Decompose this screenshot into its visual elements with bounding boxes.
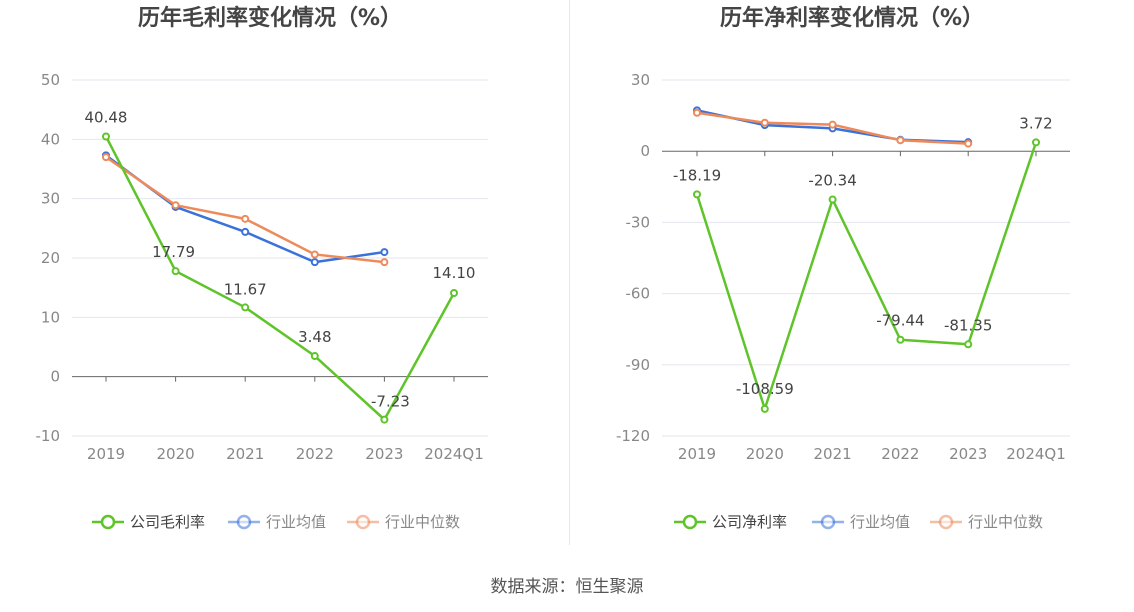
source-note: 数据来源：恒生聚源 bbox=[490, 577, 644, 597]
legend-label: 行业中位数 bbox=[385, 513, 460, 531]
x-tick-label: 2019 bbox=[678, 445, 716, 463]
legend-swatch-marker bbox=[100, 514, 116, 530]
data-label: 14.10 bbox=[433, 264, 476, 282]
x-tick-label: 2024Q1 bbox=[424, 445, 484, 463]
y-tick-label: -30 bbox=[626, 213, 651, 231]
series-line bbox=[105, 156, 385, 264]
legend-swatch-marker bbox=[355, 514, 371, 530]
data-point bbox=[964, 340, 973, 349]
x-tick-label: 2020 bbox=[746, 445, 784, 463]
data-point bbox=[380, 248, 389, 257]
legend-label: 行业中位数 bbox=[968, 513, 1043, 531]
y-tick-label: 0 bbox=[640, 142, 650, 160]
data-point bbox=[171, 267, 180, 276]
x-tick-label: 2022 bbox=[296, 445, 334, 463]
series-line bbox=[105, 154, 385, 264]
y-tick-label: -90 bbox=[626, 356, 651, 374]
legend-label: 公司净利率 bbox=[712, 513, 787, 531]
y-tick-label: 40 bbox=[41, 130, 60, 148]
legend-item[interactable]: 行业均值 bbox=[812, 513, 910, 531]
series-line bbox=[695, 141, 1038, 411]
data-point bbox=[171, 201, 180, 210]
data-label: -20.34 bbox=[808, 171, 856, 189]
net-margin-chart: 历年净利率变化情况（%） -120 -90 -60 -30 0 30 2019 2020 2021… bbox=[616, 5, 1070, 531]
legend-item[interactable]: 行业中位数 bbox=[347, 513, 460, 531]
x-tick-label: 2023 bbox=[949, 445, 987, 463]
legend-label: 公司毛利率 bbox=[130, 513, 205, 531]
data-point bbox=[241, 214, 250, 223]
legend-label: 行业均值 bbox=[850, 513, 910, 531]
legend-swatch-marker bbox=[820, 514, 836, 530]
data-label: -81.35 bbox=[944, 316, 992, 334]
data-point bbox=[102, 153, 110, 162]
data-label: -7.23 bbox=[371, 393, 410, 411]
chart-title: 历年毛利率变化情况（%） bbox=[138, 5, 402, 31]
data-label: -79.44 bbox=[876, 312, 924, 330]
x-tick-label: 2021 bbox=[226, 445, 264, 463]
data-label: 3.72 bbox=[1019, 114, 1052, 132]
data-point bbox=[380, 258, 389, 267]
data-label: 17.79 bbox=[152, 243, 195, 261]
legend-swatch-marker bbox=[236, 514, 252, 530]
y-tick-label: 50 bbox=[41, 71, 60, 89]
data-point bbox=[693, 108, 701, 117]
data-point bbox=[760, 118, 769, 127]
x-tick-label: 2023 bbox=[365, 445, 403, 463]
data-point bbox=[450, 289, 458, 298]
data-point bbox=[828, 195, 837, 204]
legend-item[interactable]: 行业中位数 bbox=[930, 513, 1043, 531]
series-line bbox=[104, 135, 456, 421]
y-tick-label: 30 bbox=[631, 71, 650, 89]
x-tick-label: 2020 bbox=[157, 445, 195, 463]
data-point bbox=[896, 136, 905, 145]
data-point bbox=[310, 258, 319, 267]
legend-item[interactable]: 公司毛利率 bbox=[92, 513, 205, 531]
data-point bbox=[693, 190, 701, 199]
data-point bbox=[964, 139, 973, 148]
y-tick-label: -60 bbox=[626, 285, 651, 303]
legend-item[interactable]: 公司净利率 bbox=[674, 513, 787, 531]
data-point bbox=[310, 250, 319, 259]
data-point bbox=[241, 303, 250, 312]
data-label: 11.67 bbox=[224, 280, 267, 298]
y-tick-label: 0 bbox=[50, 368, 60, 386]
data-point bbox=[828, 120, 837, 129]
legend-swatch-marker bbox=[682, 514, 698, 530]
y-tick-label: -10 bbox=[36, 427, 61, 445]
data-point bbox=[1032, 138, 1040, 147]
x-tick-label: 2024Q1 bbox=[1006, 445, 1066, 463]
data-point bbox=[380, 415, 389, 424]
chart-divider bbox=[569, 0, 570, 545]
legend-swatch-marker bbox=[938, 514, 954, 530]
y-tick-label: -120 bbox=[616, 427, 650, 445]
data-point bbox=[102, 132, 110, 141]
chart-title: 历年净利率变化情况（%） bbox=[720, 5, 984, 31]
y-tick-label: 20 bbox=[41, 249, 60, 267]
y-tick-label: 10 bbox=[41, 308, 60, 326]
data-label: -18.19 bbox=[673, 166, 721, 184]
x-tick-label: 2019 bbox=[87, 445, 125, 463]
legend-item[interactable]: 行业均值 bbox=[228, 513, 326, 531]
data-point bbox=[310, 352, 319, 361]
data-label: 3.48 bbox=[298, 328, 331, 346]
data-label: 40.48 bbox=[85, 108, 128, 126]
x-tick-label: 2022 bbox=[881, 445, 919, 463]
x-tick-label: 2021 bbox=[814, 445, 852, 463]
y-tick-label: 30 bbox=[41, 190, 60, 208]
data-point bbox=[760, 404, 769, 413]
legend-label: 行业均值 bbox=[266, 513, 326, 531]
data-point bbox=[241, 227, 250, 236]
data-label: -108.59 bbox=[736, 380, 794, 398]
gross-margin-chart: 历年毛利率变化情况（%） -10 0 10 20 30 40 50 2019 2020 2021 20… bbox=[36, 5, 488, 531]
data-point bbox=[896, 335, 905, 344]
